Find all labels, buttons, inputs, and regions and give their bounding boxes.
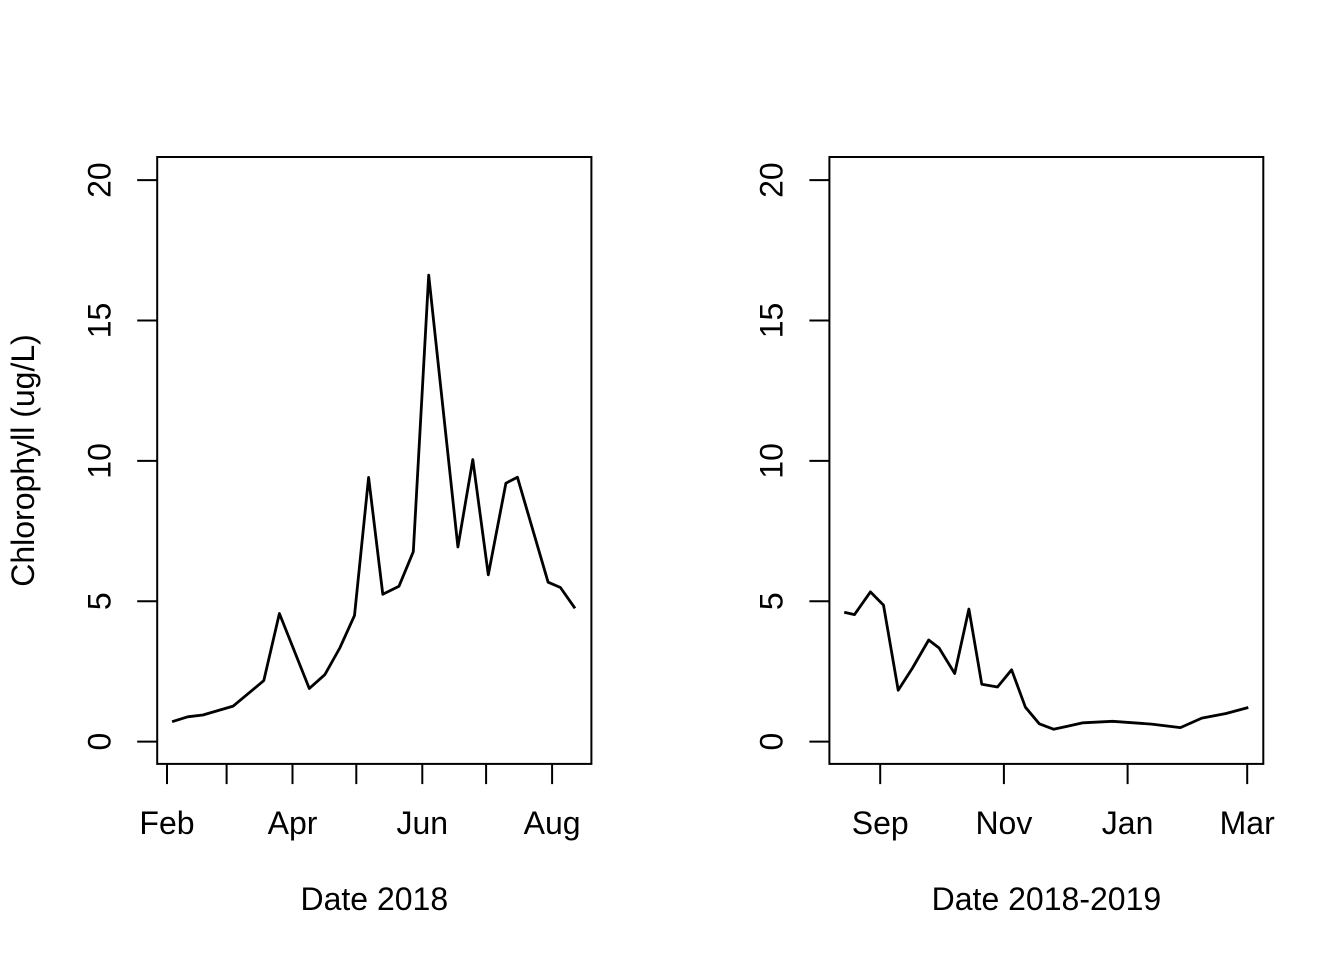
svg-text:Date 2018: Date 2018 — [300, 881, 448, 917]
svg-text:5: 5 — [82, 592, 118, 610]
svg-text:Jun: Jun — [397, 805, 449, 841]
svg-text:5: 5 — [754, 592, 790, 610]
svg-text:15: 15 — [754, 303, 790, 339]
svg-text:15: 15 — [82, 303, 118, 339]
svg-text:Aug: Aug — [524, 805, 581, 841]
svg-text:20: 20 — [82, 162, 118, 198]
svg-text:10: 10 — [754, 443, 790, 479]
svg-text:0: 0 — [754, 733, 790, 751]
svg-text:Apr: Apr — [268, 805, 318, 841]
svg-text:20: 20 — [754, 162, 790, 198]
svg-text:0: 0 — [82, 733, 118, 751]
svg-text:10: 10 — [82, 443, 118, 479]
svg-text:Mar: Mar — [1220, 805, 1275, 841]
svg-text:Nov: Nov — [975, 805, 1032, 841]
svg-text:Chlorophyll (ug/L): Chlorophyll (ug/L) — [5, 334, 41, 587]
svg-text:Feb: Feb — [139, 805, 194, 841]
svg-text:Date 2018-2019: Date 2018-2019 — [932, 881, 1162, 917]
svg-text:Sep: Sep — [852, 805, 909, 841]
svg-text:Jan: Jan — [1102, 805, 1154, 841]
